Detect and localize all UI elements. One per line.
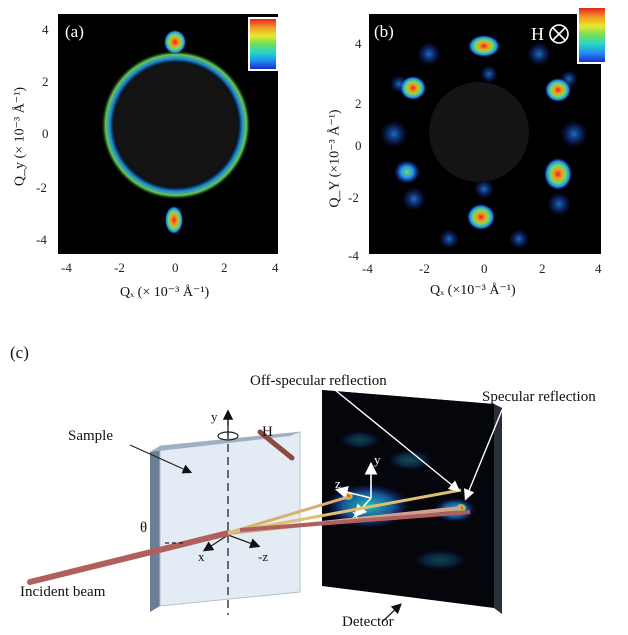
tick-y: 2 — [355, 96, 362, 111]
panel-a-heatmap — [58, 14, 278, 254]
tick-y: 0 — [355, 138, 362, 153]
tick-x: 4 — [272, 260, 279, 275]
detector-label: Detector — [342, 614, 394, 630]
detector-z-label: z — [335, 476, 341, 491]
tick-x: 0 — [172, 260, 179, 275]
field-arrow — [257, 429, 295, 461]
peak-bottom — [467, 204, 495, 230]
panel-b-tag: (b) — [374, 22, 394, 41]
bottom-peak — [165, 206, 183, 234]
tick-x: 2 — [539, 261, 546, 276]
detector-screen — [322, 390, 502, 614]
detector-y-label: y — [374, 452, 381, 467]
off-specular-label: Off-specular reflection — [250, 373, 387, 389]
sample-y-label: y — [211, 409, 218, 424]
peak-top — [468, 35, 500, 57]
x-axis-title: Qₓ (× 10⁻³ Å⁻¹) — [120, 285, 210, 300]
beams — [27, 488, 471, 585]
scattering-geometry-diagram — [27, 389, 503, 623]
peak-upper-left — [400, 76, 426, 100]
peak-upper-right — [545, 78, 571, 102]
panel-a: (a) — [58, 14, 278, 254]
panel-b-heatmap — [369, 14, 601, 254]
tick-x: 0 — [481, 261, 488, 276]
beamstop — [114, 63, 238, 187]
tick-y: -4 — [36, 232, 47, 247]
sample-z-label: -z — [258, 549, 269, 564]
sample-leader — [129, 444, 193, 474]
detector-leader — [381, 603, 402, 623]
tick-x: 2 — [221, 260, 228, 275]
panel-c-tag: (c) — [10, 343, 29, 362]
peak-lower-left — [394, 160, 420, 184]
field-label: H — [531, 24, 544, 44]
specular-leader — [463, 409, 503, 501]
sample-x-label: x — [198, 549, 205, 564]
incident-beam-label: Incident beam — [20, 584, 106, 600]
sample-label: Sample — [68, 428, 113, 444]
tick-x: -4 — [61, 260, 72, 275]
tick-y: 0 — [42, 126, 49, 141]
panel-b: (b) H — [369, 6, 607, 254]
sample-z-axis — [227, 534, 261, 549]
specular-label: Specular reflection — [482, 389, 596, 405]
colorbar-a — [248, 17, 278, 71]
field-into-page-icon — [549, 24, 569, 44]
tick-y: -2 — [36, 180, 47, 195]
top-peak — [164, 30, 186, 54]
speckle-noise — [380, 42, 588, 249]
panel-a-tag: (a) — [65, 22, 84, 41]
tick-y: 2 — [42, 74, 49, 89]
x-axis-title: Qₓ (×10⁻³ Å⁻¹) — [430, 283, 516, 298]
tick-x: -4 — [362, 261, 373, 276]
detector-x-label: x — [352, 506, 359, 521]
y-axis-title: Q_y (× 10⁻³ Å⁻¹) — [12, 86, 28, 187]
tick-x: 4 — [595, 261, 602, 276]
beamstop — [429, 82, 529, 182]
tick-x: -2 — [419, 261, 430, 276]
sample-plate — [150, 431, 301, 612]
tick-y: 4 — [42, 22, 49, 37]
tick-x: -2 — [114, 260, 125, 275]
colorbar-b — [577, 6, 607, 64]
off-specular-leader — [334, 389, 461, 492]
y-axis-title: Q_Y (×10⁻³ Å⁻¹) — [327, 109, 343, 208]
peak-lower-right — [544, 158, 572, 190]
theta-label: θ — [140, 520, 148, 536]
tick-y: 4 — [355, 36, 362, 51]
sample-x-axis — [202, 534, 229, 552]
tick-y: -2 — [348, 190, 359, 205]
field-label: H — [262, 424, 273, 440]
tick-y: -4 — [348, 248, 359, 263]
